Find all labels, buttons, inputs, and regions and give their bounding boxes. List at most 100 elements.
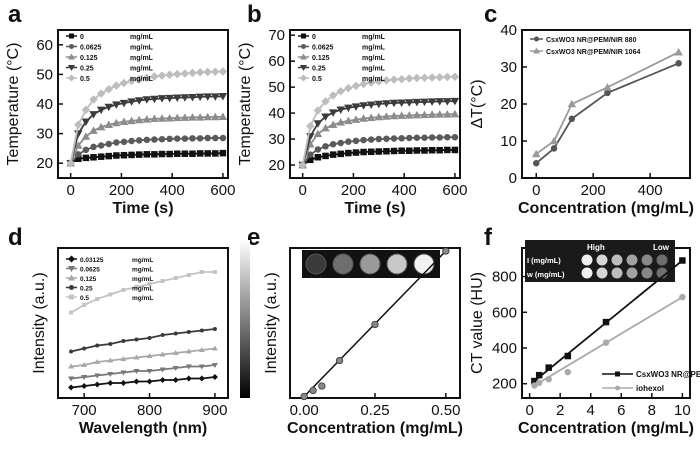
data-point bbox=[108, 342, 113, 346]
x-tick-label: 0.50 bbox=[431, 402, 460, 419]
data-point bbox=[108, 292, 113, 297]
data-point bbox=[95, 343, 100, 348]
data-point bbox=[68, 384, 75, 391]
legend-marker bbox=[68, 53, 75, 60]
data-point bbox=[427, 73, 437, 82]
data-point bbox=[366, 78, 376, 87]
data-point bbox=[134, 74, 144, 84]
data-point bbox=[133, 369, 140, 374]
x-tick-label: 800 bbox=[137, 402, 162, 419]
data-point bbox=[443, 110, 452, 118]
data-point bbox=[107, 357, 114, 363]
x-tick-label: 200 bbox=[581, 182, 606, 199]
data-point bbox=[366, 113, 376, 122]
legend-text: 0.25 bbox=[80, 66, 94, 73]
data-point bbox=[199, 270, 204, 274]
panel-label-e: e bbox=[247, 224, 260, 251]
data-point bbox=[374, 112, 384, 121]
x-tick-label: 0.00 bbox=[290, 402, 319, 419]
data-point bbox=[120, 151, 128, 159]
data-point bbox=[128, 137, 135, 145]
data-point bbox=[69, 349, 74, 354]
y-tick-label: 600 bbox=[492, 304, 517, 321]
y-tick-label: 40 bbox=[500, 22, 517, 39]
data-point bbox=[568, 115, 576, 123]
legend-text: 0.0625 bbox=[80, 267, 100, 274]
series-d-1 bbox=[68, 363, 218, 382]
legend-text: 0 bbox=[312, 34, 316, 41]
ct-well bbox=[626, 254, 638, 266]
phantom-well bbox=[332, 253, 354, 275]
x-tick-label: 600 bbox=[210, 182, 235, 199]
ct-well bbox=[656, 254, 668, 266]
series-b-3 bbox=[298, 97, 460, 170]
data-point bbox=[157, 114, 167, 122]
data-point bbox=[150, 72, 159, 81]
legend-unit: mg/mL bbox=[362, 45, 386, 52]
y-axis-label: Temperature (°C) bbox=[237, 43, 254, 166]
y-axis-label: Intensity (a.u.) bbox=[263, 272, 280, 373]
data-point bbox=[428, 134, 436, 141]
legend-unit: mg/mL bbox=[130, 76, 154, 83]
data-point bbox=[173, 69, 182, 79]
data-point bbox=[564, 352, 572, 360]
y-axis-label: ΔT(°C) bbox=[469, 79, 486, 128]
data-point bbox=[142, 115, 152, 123]
data-point bbox=[204, 150, 211, 157]
data-point bbox=[321, 113, 330, 121]
data-point bbox=[420, 98, 429, 107]
data-point bbox=[120, 370, 127, 376]
data-point bbox=[105, 140, 112, 148]
x-tick-label: 0 bbox=[299, 182, 307, 199]
ct-well bbox=[611, 267, 623, 279]
panel-label-c: c bbox=[484, 1, 497, 28]
data-point bbox=[133, 354, 140, 360]
legend-text: CsxWO3 NR@PEM bbox=[636, 370, 700, 379]
data-point bbox=[444, 146, 451, 154]
data-point bbox=[412, 110, 422, 119]
data-point bbox=[158, 135, 166, 143]
data-point bbox=[107, 380, 114, 386]
legend-text: 0.25 bbox=[80, 286, 93, 293]
data-point bbox=[428, 146, 436, 154]
y-tick-label: 40 bbox=[36, 96, 53, 113]
data-point bbox=[328, 120, 338, 129]
data-point bbox=[398, 135, 405, 142]
series-a-0 bbox=[67, 149, 227, 167]
data-point bbox=[186, 273, 191, 277]
data-point bbox=[97, 142, 105, 149]
data-point bbox=[89, 111, 98, 119]
y-tick-label: 50 bbox=[268, 79, 285, 96]
y-tick-label: 200 bbox=[492, 376, 517, 393]
inset-low-label: Low bbox=[653, 243, 670, 252]
data-point bbox=[421, 147, 428, 154]
data-point bbox=[351, 115, 361, 123]
data-point bbox=[371, 320, 379, 329]
data-point bbox=[212, 270, 217, 274]
data-point bbox=[427, 98, 437, 106]
panel-label-f: f bbox=[484, 224, 493, 251]
data-point bbox=[159, 367, 166, 373]
data-point bbox=[172, 350, 179, 355]
data-point bbox=[135, 151, 143, 158]
x-tick-label: 4 bbox=[587, 402, 595, 419]
legend-marker bbox=[615, 385, 620, 391]
data-point bbox=[389, 111, 399, 120]
legend-unit: mg/mL bbox=[362, 76, 386, 83]
x-tick-label: 700 bbox=[72, 402, 97, 419]
data-point bbox=[421, 134, 428, 142]
ct-well bbox=[581, 254, 593, 266]
data-point bbox=[94, 381, 101, 388]
data-point bbox=[95, 297, 100, 301]
data-point bbox=[531, 382, 538, 389]
data-point bbox=[321, 123, 330, 132]
phantom-well bbox=[413, 253, 435, 275]
data-point bbox=[181, 150, 189, 157]
data-point bbox=[306, 121, 315, 131]
data-point bbox=[427, 110, 437, 118]
panel-f: f 0 2 4 6 8 10 200 400 600 800 Concentration (mg/mL… bbox=[469, 224, 700, 437]
legend-marker bbox=[69, 33, 74, 39]
data-point bbox=[212, 134, 219, 142]
data-point bbox=[675, 60, 682, 67]
legend-unit: mg/mL bbox=[130, 66, 154, 73]
